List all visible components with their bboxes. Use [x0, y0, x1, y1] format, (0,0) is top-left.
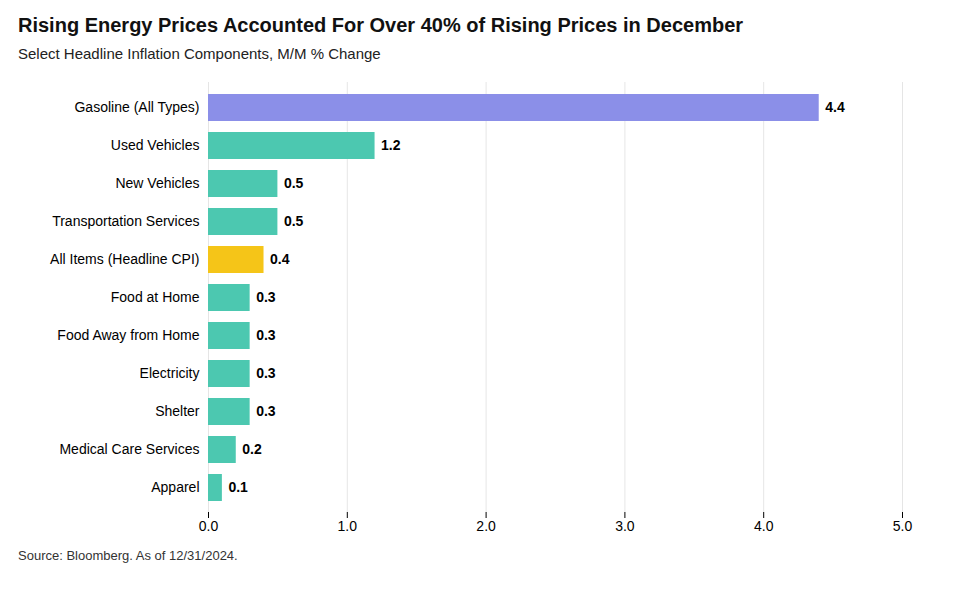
svg-text:Food at Home: Food at Home	[111, 289, 200, 305]
svg-text:Electricity: Electricity	[140, 365, 200, 381]
svg-text:0.3: 0.3	[256, 403, 276, 419]
svg-text:Gasoline (All Types): Gasoline (All Types)	[74, 99, 199, 115]
svg-text:2.0: 2.0	[476, 518, 496, 534]
html-text:Select Headline Inflation Comp: Select Headline Inflation Components, M/…	[18, 45, 381, 62]
svg-text:0.0: 0.0	[199, 518, 219, 534]
svg-text:3.0: 3.0	[615, 518, 635, 534]
svg-text:4.4: 4.4	[825, 99, 845, 115]
svg-text:Medical Care Services: Medical Care Services	[59, 441, 199, 457]
svg-text:0.5: 0.5	[284, 213, 304, 229]
html-text:Source: Bloomberg. As of 12/31: Source: Bloomberg. As of 12/31/2024.	[18, 548, 238, 563]
svg-text:Apparel: Apparel	[151, 479, 199, 495]
svg-text:0.3: 0.3	[256, 289, 276, 305]
svg-text:5.0: 5.0	[893, 518, 913, 534]
svg-text:Shelter: Shelter	[155, 403, 200, 419]
svg-text:New Vehicles: New Vehicles	[115, 175, 199, 191]
svg-text:Used Vehicles: Used Vehicles	[111, 137, 200, 153]
svg-text:All Items (Headline CPI): All Items (Headline CPI)	[50, 251, 199, 267]
svg-text:0.3: 0.3	[256, 327, 276, 343]
svg-text:0.2: 0.2	[242, 441, 262, 457]
svg-text:4.0: 4.0	[754, 518, 774, 534]
svg-text:Food Away from Home: Food Away from Home	[57, 327, 199, 343]
svg-text:Transportation Services: Transportation Services	[52, 213, 199, 229]
html-text:Rising Energy Prices Accounted: Rising Energy Prices Accounted For Over …	[18, 14, 744, 36]
svg-text:0.3: 0.3	[256, 365, 276, 381]
svg-text:1.2: 1.2	[381, 137, 401, 153]
svg-text:1.0: 1.0	[338, 518, 358, 534]
svg-text:0.1: 0.1	[228, 479, 248, 495]
svg-text:0.4: 0.4	[270, 251, 290, 267]
svg-text:0.5: 0.5	[284, 175, 304, 191]
